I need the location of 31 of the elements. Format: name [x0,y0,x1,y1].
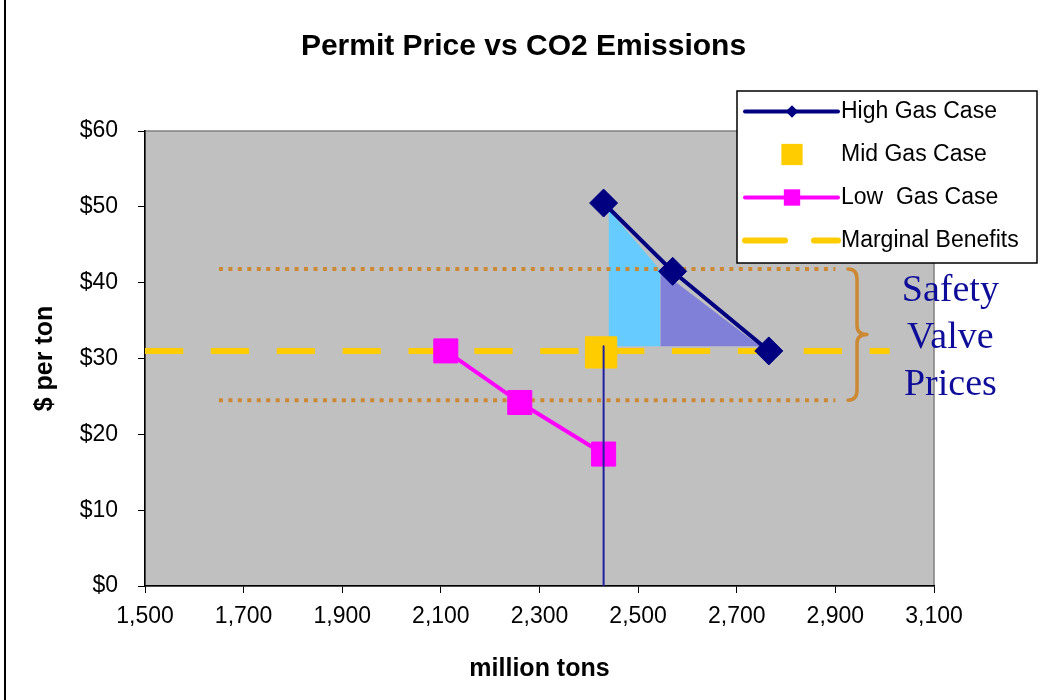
y-tick-label: $0 [92,571,118,598]
point [585,336,618,369]
x-tick-label: 1,500 [116,602,174,629]
legend-label: Low Gas Case [841,182,999,209]
legend-label: High Gas Case [841,96,997,123]
x-tick-label: 2,300 [510,602,569,629]
y-tick-label: $60 [79,116,118,143]
y-tick-label: $40 [79,268,118,295]
x-tick-label: 1,900 [313,602,372,629]
point [507,389,533,415]
x-tick-label: 2,500 [609,602,667,629]
y-tick-label: $10 [79,495,118,522]
x-tick-label: 2,900 [806,602,865,629]
annotation: Safety Valve Prices [900,265,1000,405]
point [589,188,619,218]
x-tick-label: 1,700 [214,602,273,629]
x-axis-title: million tons [469,652,610,681]
point [591,441,617,467]
y-tick-label: $20 [79,419,118,446]
legend-label: Marginal Benefits [841,225,1019,252]
x-tick-label: 3,100 [905,602,963,629]
point [658,256,688,286]
x-tick-label: 2,100 [412,602,470,629]
y-tick-label: $30 [79,343,118,370]
point [754,336,784,366]
x-tick-label: 2,700 [707,602,766,629]
point [433,338,459,364]
legend-label: Mid Gas Case [841,139,987,166]
y-tick-label: $50 [79,192,118,219]
y-axis-title: $ per ton [28,305,57,412]
chart-title: Permit Price vs CO2 Emissions [300,28,747,62]
